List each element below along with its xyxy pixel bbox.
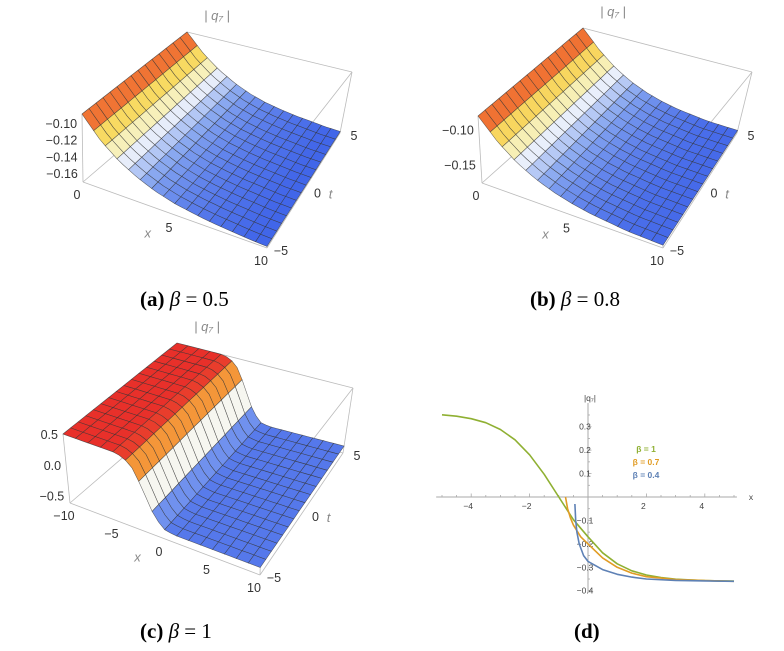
y-tick-label: 0.1 [579, 469, 591, 479]
z-tick-label: −0.5 [40, 490, 65, 504]
legend-entry: β = 0.7 [633, 457, 660, 467]
z-tick-label: −0.10 [45, 117, 77, 131]
t-tick-label: −5 [267, 571, 281, 585]
t-axis-title: t [329, 187, 334, 202]
caption-param: β [168, 619, 180, 643]
t-tick-label: 0 [312, 510, 319, 524]
bounding-box-edge [477, 115, 483, 184]
x-tick-label: 2 [641, 501, 646, 511]
z-axis-title: | q₇ | [194, 319, 220, 334]
bounding-box-edge [69, 502, 261, 576]
surface-plot-c: −10 −5 0 5 10 −5 0 5 0.5 0.0 −0.5 x t | q₇ | [40, 319, 361, 595]
z-tick-label: 0.5 [41, 428, 58, 442]
caption-label: (d) [574, 619, 600, 643]
caption-eq: = 1 [184, 619, 212, 643]
bounding-box-edge [186, 31, 353, 73]
x-tick-label: 5 [166, 221, 173, 235]
x-tick-label: 0 [156, 545, 163, 559]
x-tick-label: 10 [247, 581, 261, 595]
series-line-1 [564, 496, 735, 583]
caption-d: (d) [574, 619, 600, 644]
y-tick-label: −0.1 [577, 515, 594, 525]
t-axis-title: t [327, 510, 332, 525]
surface-plot-a: 0 5 10 −5 0 5 −0.10 −0.12 −0.14 −0.16 x t | q₇ | [45, 8, 357, 268]
surface-patch [247, 554, 267, 568]
caption-label: (b) [530, 287, 556, 311]
x-tick-label: 0 [473, 189, 480, 203]
z-tick-label: −0.16 [46, 167, 78, 181]
surface-patch [651, 232, 669, 246]
y-tick-label: −0.2 [577, 539, 594, 549]
caption-param: β [560, 287, 572, 311]
t-tick-label: 0 [711, 187, 718, 201]
t-axis-title: t [725, 187, 730, 202]
bounding-box-edge [662, 132, 738, 249]
x-tick-label: −10 [53, 509, 74, 523]
z-tick-label: −0.14 [46, 150, 78, 164]
x-tick-label: 0 [74, 188, 81, 202]
bounding-box-edge [736, 71, 753, 134]
caption-a: (a) β = 0.5 [140, 287, 229, 312]
surface-plot-b: 0 5 10 −5 0 5 −0.10 −0.15 x t | q₇ | [442, 4, 754, 268]
bounding-box-edge [342, 387, 354, 454]
bounding-box-edge [481, 182, 664, 249]
x-tick-label: −2 [522, 501, 532, 511]
z-tick-label: −0.15 [444, 159, 476, 173]
x-tick-label: 4 [699, 501, 704, 511]
series-line-2 [574, 503, 735, 583]
t-tick-label: −5 [670, 244, 684, 258]
bounding-box-edge [582, 27, 753, 73]
y-tick-label: −0.4 [577, 586, 594, 596]
caption-b: (b) β = 0.8 [530, 287, 620, 312]
legend-entry: β = 1 [636, 444, 656, 454]
z-tick-label: −0.12 [46, 134, 78, 148]
x-axis-title: x [133, 549, 141, 564]
t-tick-label: 5 [354, 449, 361, 463]
bounding-box-edge [82, 181, 268, 249]
bounding-box-edge [339, 71, 353, 134]
z-tick-label: 0.0 [44, 459, 61, 473]
surface-patch [255, 233, 273, 247]
y-tick-label: −0.3 [577, 562, 594, 572]
t-tick-label: −5 [274, 244, 288, 258]
x-axis-title: x [541, 226, 549, 241]
y-tick-label: 0.2 [579, 445, 591, 455]
x-tick-label: 5 [563, 222, 570, 236]
caption-c: (c) β = 1 [140, 619, 212, 644]
bounding-box-edge [62, 433, 71, 504]
x-tick-label: 10 [650, 254, 664, 268]
caption-eq: = 0.5 [185, 287, 229, 311]
z-axis-title: | q₇ | [204, 8, 230, 23]
y-tick-label: 0.3 [579, 422, 591, 432]
bounding-box-edge [259, 452, 344, 576]
x-axis-title: x [749, 492, 754, 502]
caption-label: (c) [140, 619, 164, 643]
x-tick-label: −4 [463, 501, 473, 511]
x-tick-label: 5 [203, 563, 210, 577]
x-tick-label: −5 [104, 527, 118, 541]
z-tick-label: −0.10 [442, 123, 474, 137]
y-axis-title: |q₇| [584, 393, 596, 403]
line-plot-d: −4 −2 2 4 0.3 0.2 0.1 −0.1 −0.2 −0.3 −0.4 x |q₇| β = … [436, 393, 754, 596]
t-tick-label: 5 [748, 129, 755, 143]
bounding-box-edge [81, 113, 84, 183]
caption-eq: = 0.8 [576, 287, 620, 311]
z-axis-title: | q₇ | [600, 4, 626, 19]
x-tick-label: 10 [254, 254, 268, 268]
caption-label: (a) [140, 287, 165, 311]
t-tick-label: 5 [351, 129, 358, 143]
t-tick-label: 0 [314, 187, 321, 201]
caption-param: β [169, 287, 181, 311]
x-axis-title: x [144, 226, 152, 241]
legend-entry: β = 0.4 [633, 470, 660, 480]
bounding-box-edge [266, 132, 341, 249]
